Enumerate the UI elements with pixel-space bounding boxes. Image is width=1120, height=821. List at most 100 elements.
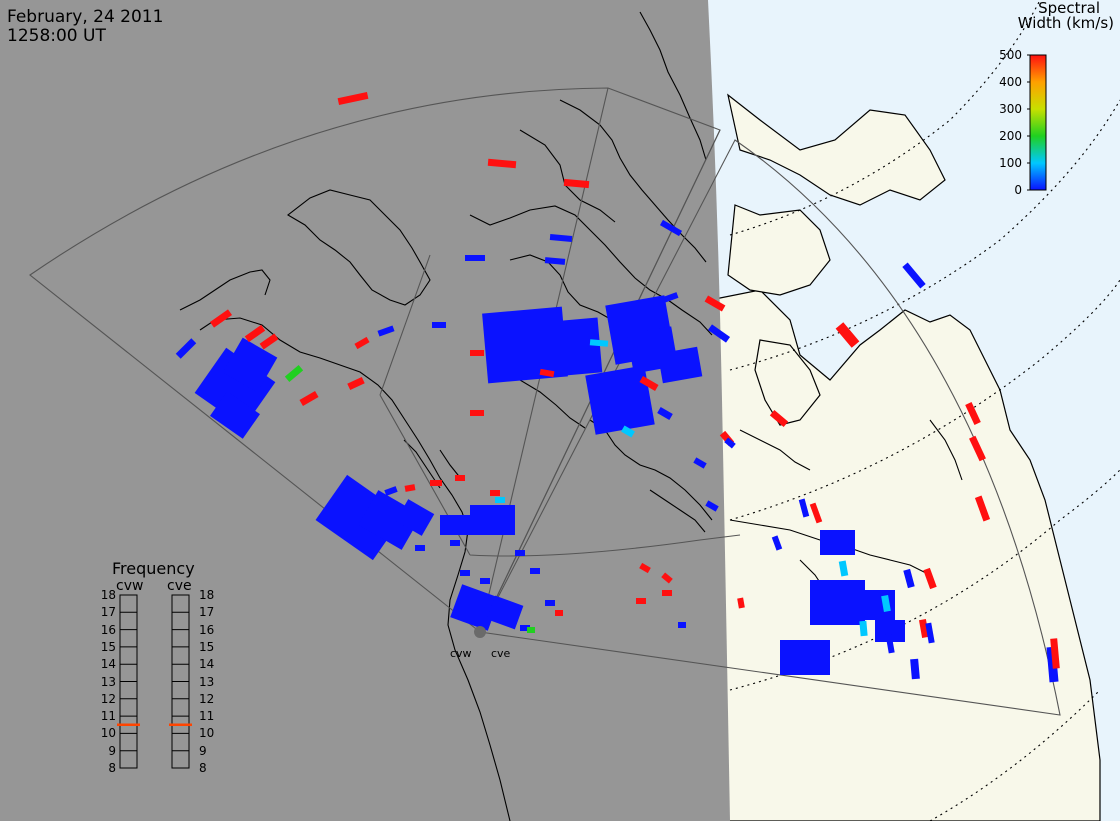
- radar-label-cve: cve: [491, 647, 511, 660]
- frequency-tick-label: 16: [199, 622, 215, 637]
- colorbar-title-line2: Width (km/s): [1017, 14, 1114, 32]
- echo-cell: [354, 336, 370, 350]
- echo-region: [486, 595, 524, 630]
- echo-cell: [545, 600, 555, 606]
- frequency-tick-label: 17: [199, 605, 215, 620]
- echo-cell: [549, 234, 573, 242]
- echo-cell: [969, 435, 986, 462]
- echo-cell: [636, 598, 646, 604]
- echo-cell: [659, 292, 679, 304]
- echo-cell: [530, 568, 540, 574]
- radar-site-marker: [474, 626, 486, 638]
- echo-cell: [809, 502, 823, 524]
- colorbar-tick-label: 400: [999, 75, 1022, 89]
- echo-cell: [881, 595, 891, 612]
- echo-cell: [384, 486, 398, 496]
- echo-region: [657, 346, 703, 384]
- time-label: 1258:00 UT: [7, 26, 106, 46]
- frequency-tick-label: 17: [100, 605, 116, 620]
- latitude-grid: [729, 0, 1120, 821]
- echo-cell: [555, 610, 563, 616]
- echo-region: [810, 580, 865, 625]
- echo-cell: [487, 158, 517, 169]
- echo-cell: [798, 498, 810, 518]
- frequency-tick-label: 8: [199, 761, 207, 775]
- echo-region: [470, 505, 515, 535]
- echo-cell: [925, 622, 935, 644]
- echo-cell: [902, 262, 926, 289]
- frequency-tick-label: 14: [199, 657, 215, 672]
- date-label: February, 24 2011: [7, 7, 164, 27]
- echo-region: [395, 499, 435, 536]
- echo-cell: [771, 535, 783, 551]
- echo-region: [537, 317, 603, 378]
- echo-cell: [903, 568, 915, 589]
- echo-cell: [662, 590, 672, 596]
- colorbar-tick-label: 500: [999, 48, 1022, 62]
- echo-cell: [639, 375, 659, 392]
- echo-cell: [460, 570, 470, 576]
- echo-cell: [859, 620, 868, 637]
- echo-cell: [910, 658, 920, 680]
- frequency-tick-label: 10: [100, 726, 116, 741]
- echo-cell: [657, 406, 673, 421]
- frequency-tick-label: 9: [199, 743, 207, 758]
- echo-region: [194, 347, 276, 428]
- colorbar-title-line1: Spectral: [1038, 0, 1100, 17]
- echo-cell: [515, 550, 525, 556]
- daylight-land: [709, 93, 1101, 821]
- frequency-tick-label: 11: [100, 709, 116, 724]
- echo-cell: [470, 410, 484, 416]
- echo-cell: [974, 495, 991, 522]
- frequency-radar-cvw-label: cvw: [116, 578, 144, 594]
- echo-cell: [923, 567, 937, 590]
- echo-cell: [589, 339, 609, 347]
- echo-cell: [621, 425, 635, 438]
- colorbar-tick-label: 100: [999, 156, 1022, 170]
- frequency-tick-label: 8: [108, 761, 116, 775]
- echo-region: [780, 640, 830, 675]
- echo-cell: [470, 350, 484, 356]
- echo-cell: [737, 597, 745, 609]
- echo-cell: [465, 255, 485, 261]
- echo-cell: [259, 333, 279, 350]
- frequency-tick-label: 13: [100, 674, 116, 689]
- colorbar-gradient: [1029, 54, 1047, 191]
- frequency-gauges: [117, 594, 192, 769]
- echo-cell: [430, 480, 442, 486]
- echo-cell: [639, 562, 651, 574]
- echo-cell: [209, 309, 233, 328]
- echo-cell: [527, 627, 535, 633]
- echo-cell: [450, 540, 460, 546]
- echo-cell: [659, 219, 683, 237]
- echo-region: [315, 474, 405, 561]
- spectral-width-colorbar: [1027, 54, 1047, 191]
- echo-region: [585, 365, 655, 435]
- echo-cell: [707, 324, 731, 343]
- echo-cell: [377, 325, 395, 337]
- echo-region: [210, 391, 260, 439]
- echo-cell: [835, 322, 860, 348]
- echo-cell: [347, 376, 365, 391]
- echo-region: [358, 490, 422, 550]
- radar-label-cvw: cvw: [450, 647, 472, 660]
- frequency-tick-label: 15: [199, 639, 215, 654]
- echo-cell: [244, 324, 266, 343]
- echo-cell: [705, 500, 719, 512]
- echo-cell: [661, 572, 673, 584]
- frequency-tick-label: 15: [100, 639, 116, 654]
- echo-region: [875, 620, 905, 642]
- echo-region: [820, 530, 855, 555]
- echo-cell: [495, 497, 505, 503]
- frequency-tick-label: 18: [199, 588, 215, 602]
- echo-cell: [838, 560, 849, 577]
- echo-cell: [1050, 638, 1060, 669]
- backscatter-echoes: [175, 91, 1060, 683]
- echo-cell: [415, 545, 425, 551]
- echo-cell: [693, 457, 707, 469]
- echo-cell: [490, 490, 500, 496]
- echo-cell: [520, 625, 530, 631]
- echo-cell: [539, 368, 555, 378]
- echo-cell: [885, 632, 895, 654]
